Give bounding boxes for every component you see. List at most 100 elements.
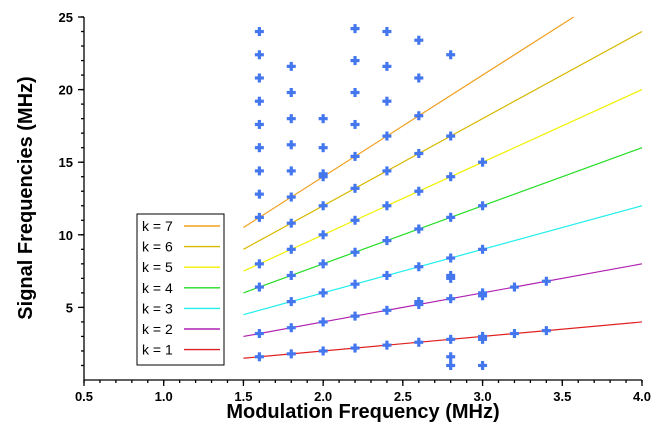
x-tick-label: 2.0 bbox=[314, 389, 332, 404]
legend-item-k3: k = 3 bbox=[142, 300, 220, 316]
data-points bbox=[254, 24, 551, 370]
legend-label: k = 1 bbox=[142, 342, 173, 358]
data-point bbox=[446, 360, 456, 370]
data-point bbox=[509, 282, 519, 292]
data-point bbox=[254, 212, 264, 222]
data-point bbox=[318, 288, 328, 298]
series-line-k4 bbox=[243, 147, 643, 294]
data-point bbox=[254, 143, 264, 153]
data-point bbox=[254, 119, 264, 129]
series-line-k6 bbox=[243, 30, 643, 250]
series-line-k1 bbox=[243, 321, 643, 359]
legend-label: k = 6 bbox=[142, 239, 173, 255]
data-point bbox=[382, 96, 392, 106]
x-axis-title: Modulation Frequency (MHz) bbox=[226, 401, 499, 423]
data-point bbox=[509, 329, 519, 339]
legend-label: k = 5 bbox=[142, 259, 173, 275]
legend-label: k = 2 bbox=[142, 321, 173, 337]
series-line-k5 bbox=[243, 89, 643, 272]
y-tick-label: 5 bbox=[66, 300, 73, 315]
data-point bbox=[254, 27, 264, 37]
x-tick-label: 3.5 bbox=[553, 389, 571, 404]
data-point bbox=[318, 317, 328, 327]
series-line-k2 bbox=[243, 263, 643, 338]
data-point bbox=[286, 192, 296, 202]
y-tick-label: 25 bbox=[59, 10, 73, 25]
y-tick-label: 20 bbox=[59, 83, 73, 98]
data-point bbox=[286, 140, 296, 150]
data-point bbox=[286, 88, 296, 98]
legend-item-k5: k = 5 bbox=[142, 259, 220, 275]
data-point bbox=[318, 346, 328, 356]
data-point bbox=[414, 224, 424, 234]
legend-label: k = 7 bbox=[142, 218, 173, 234]
data-point bbox=[446, 270, 456, 280]
legend-item-k7: k = 7 bbox=[142, 218, 220, 234]
legend-item-k6: k = 6 bbox=[142, 239, 220, 255]
data-point bbox=[254, 329, 264, 339]
data-point bbox=[382, 27, 392, 37]
x-tick-label: 0.5 bbox=[75, 389, 93, 404]
y-axis-title: Signal Frequencies (MHz) bbox=[15, 76, 37, 319]
data-point bbox=[286, 297, 296, 307]
data-point bbox=[478, 157, 488, 167]
data-point bbox=[350, 119, 360, 129]
data-point bbox=[446, 50, 456, 60]
data-point bbox=[254, 166, 264, 176]
data-point bbox=[318, 169, 328, 179]
data-point bbox=[446, 172, 456, 182]
data-point bbox=[382, 270, 392, 280]
y-tick-label: 15 bbox=[59, 155, 73, 170]
data-point bbox=[446, 212, 456, 222]
legend-item-k1: k = 1 bbox=[142, 342, 220, 358]
data-point bbox=[254, 352, 264, 362]
x-tick-label: 2.5 bbox=[394, 389, 412, 404]
data-point bbox=[350, 343, 360, 353]
x-tick-label: 1.5 bbox=[234, 389, 252, 404]
data-point bbox=[350, 247, 360, 257]
data-point bbox=[382, 166, 392, 176]
legend-box bbox=[136, 213, 225, 366]
data-point bbox=[414, 35, 424, 45]
data-point bbox=[382, 131, 392, 141]
data-point bbox=[382, 340, 392, 350]
data-point bbox=[350, 311, 360, 321]
data-point bbox=[286, 166, 296, 176]
data-point bbox=[478, 244, 488, 254]
data-point bbox=[414, 297, 424, 307]
series-line-k7 bbox=[243, 16, 574, 229]
data-point bbox=[478, 331, 488, 341]
data-point bbox=[318, 143, 328, 153]
data-point bbox=[414, 186, 424, 196]
data-point bbox=[254, 50, 264, 60]
legend: k = 7 k = 6 k = 5 k = 4 k = 3 k = 2 k = 1 bbox=[136, 213, 225, 366]
data-point bbox=[541, 276, 551, 286]
data-point bbox=[478, 360, 488, 370]
data-point bbox=[318, 114, 328, 124]
data-point bbox=[286, 244, 296, 254]
data-point bbox=[286, 61, 296, 71]
data-point bbox=[446, 352, 456, 362]
legend-label: k = 4 bbox=[142, 280, 173, 296]
x-tick-label: 3.0 bbox=[474, 389, 492, 404]
data-point bbox=[414, 262, 424, 272]
data-point bbox=[286, 323, 296, 333]
legend-item-k4: k = 4 bbox=[142, 280, 220, 296]
x-tick-label: 4.0 bbox=[633, 389, 651, 404]
data-point bbox=[478, 201, 488, 211]
data-point bbox=[350, 88, 360, 98]
data-point bbox=[382, 201, 392, 211]
data-point bbox=[254, 96, 264, 106]
data-point bbox=[446, 131, 456, 141]
data-point bbox=[318, 259, 328, 269]
data-point bbox=[414, 148, 424, 158]
data-point bbox=[382, 305, 392, 315]
data-point bbox=[446, 334, 456, 344]
data-point bbox=[414, 111, 424, 121]
x-axis-ticks: 0.5 1.0 1.5 2.0 2.5 3.0 3.5 4.0 bbox=[75, 380, 651, 404]
data-point bbox=[350, 56, 360, 66]
data-point bbox=[350, 24, 360, 34]
y-tick-label: 10 bbox=[59, 228, 73, 243]
data-point bbox=[446, 294, 456, 304]
legend-item-k2: k = 2 bbox=[142, 321, 220, 337]
